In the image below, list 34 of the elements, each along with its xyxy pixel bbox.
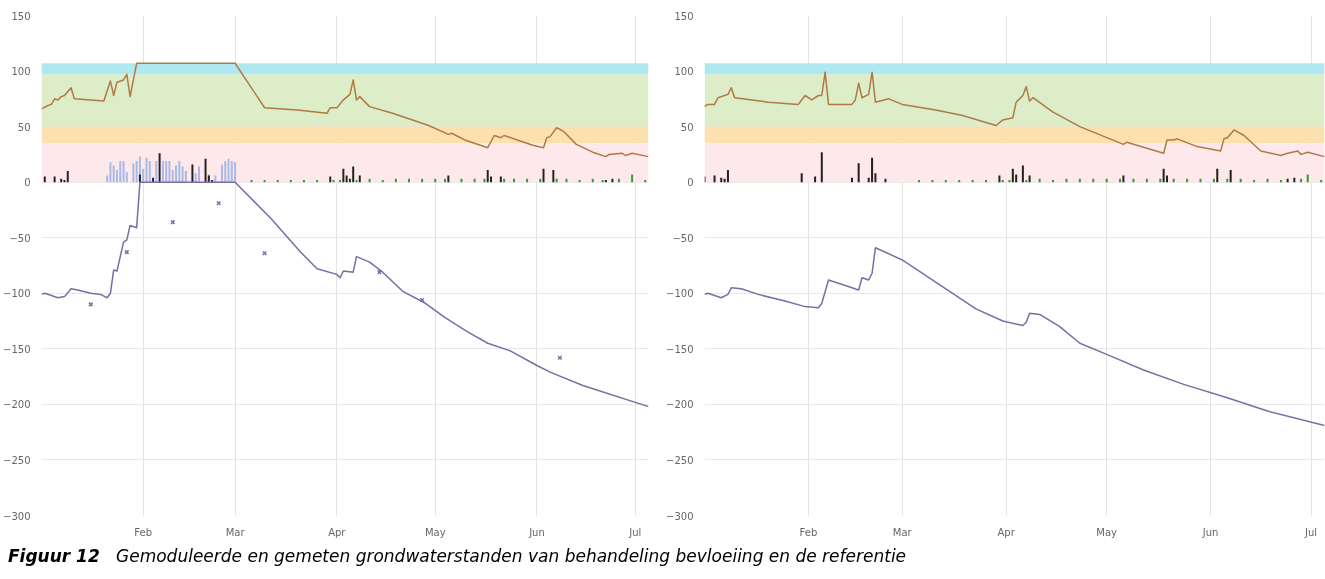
y-tick-label: −100 [666, 288, 694, 300]
x-tick-label: Mar [892, 526, 913, 538]
y-tick-label: 0 [687, 177, 694, 189]
y-tick-label: −150 [3, 343, 31, 355]
x-tick-label: Jun [1201, 526, 1219, 538]
y-tick-label: 150 [11, 10, 31, 22]
x-tick-label: Apr [997, 526, 1016, 538]
x-tick-label: Jun [528, 526, 545, 538]
x-tick-label: May [1096, 526, 1118, 538]
x-tick-label: Feb [799, 526, 818, 538]
y-tick-label: −100 [3, 288, 31, 300]
text: Figuur 12 [8, 546, 100, 566]
y-tick-label: 0 [24, 177, 31, 189]
y-tick-label: −200 [666, 399, 694, 411]
y-tick-label: −250 [666, 454, 694, 466]
x-tick-label: Mar [225, 526, 246, 538]
y-tick-label: −50 [672, 232, 694, 244]
x-tick-label: Jul [628, 526, 642, 538]
x-tick-label: Feb [134, 526, 153, 538]
y-tick-label: −150 [666, 343, 694, 355]
y-tick-label: −200 [3, 399, 31, 411]
y-tick-label: −300 [3, 510, 31, 522]
x-tick-label: May [424, 526, 446, 538]
y-tick-label: 50 [680, 121, 694, 133]
y-tick-label: −250 [3, 454, 31, 466]
y-tick-label: 50 [17, 121, 31, 133]
text: Gemoduleerde en gemeten grondwaterstanden van behandeling bevloeiing en de referentie [116, 546, 907, 566]
y-tick-label: −300 [666, 510, 694, 522]
x-tick-label: Apr [328, 526, 347, 538]
x-tick-label: Jul [1304, 526, 1318, 538]
y-tick-label: 100 [11, 66, 31, 78]
y-tick-label: 100 [674, 66, 694, 78]
y-tick-label: 150 [674, 10, 694, 22]
y-tick-label: −50 [9, 232, 31, 244]
